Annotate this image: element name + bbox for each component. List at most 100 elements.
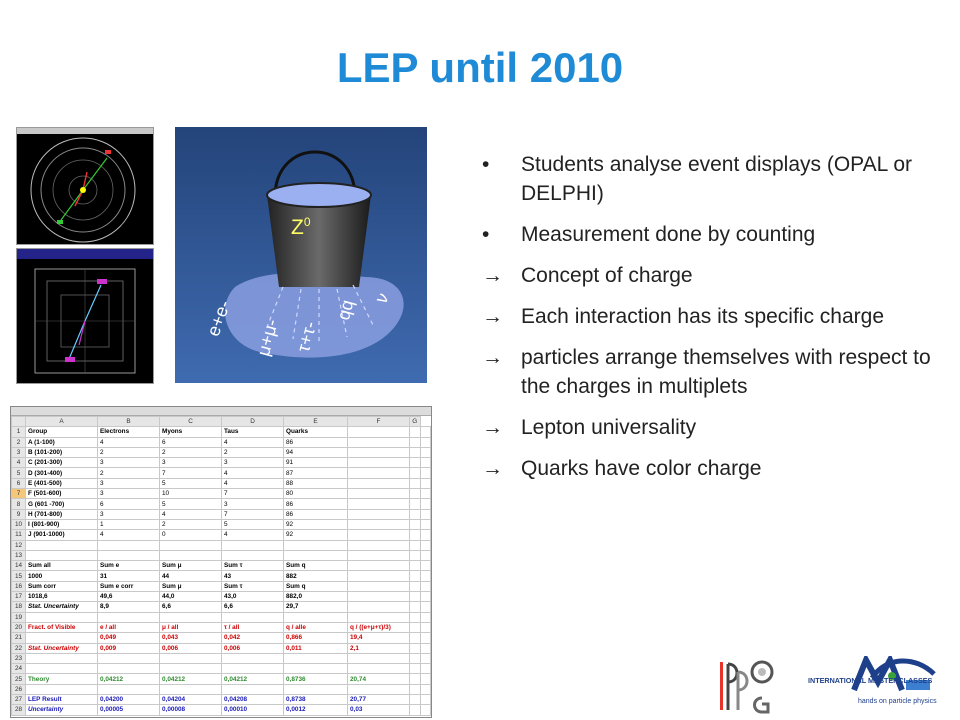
table-cell[interactable] [409,529,421,541]
table-cell[interactable]: μ / all [159,621,222,634]
table-cell[interactable]: 0,04200 [97,694,160,706]
table-cell[interactable] [283,549,348,562]
table-cell[interactable]: 20,77 [347,694,410,706]
table-cell[interactable]: 44 [159,570,222,582]
table-cell[interactable] [409,498,421,510]
table-cell[interactable] [347,518,410,531]
table-cell[interactable] [347,529,410,541]
table-cell[interactable]: Sum q [283,580,348,593]
table-cell[interactable] [25,611,98,623]
row-number[interactable]: 2 [11,436,26,448]
table-cell[interactable] [283,683,348,696]
table-cell[interactable] [419,632,431,644]
table-cell[interactable] [419,611,431,623]
row-number[interactable]: 19 [11,611,26,623]
table-cell[interactable]: A (1-100) [25,436,98,448]
table-cell[interactable]: 3 [221,457,284,469]
table-cell[interactable] [419,673,431,685]
row-number[interactable]: 11 [11,529,26,541]
table-cell[interactable]: 86 [283,508,348,520]
table-cell[interactable] [419,601,431,613]
table-cell[interactable] [419,457,431,469]
table-cell[interactable]: 2 [159,518,222,531]
column-header[interactable]: F [347,415,410,428]
table-cell[interactable]: 0 [159,529,222,541]
table-cell[interactable]: 7 [159,467,222,479]
table-cell[interactable] [419,436,431,448]
table-cell[interactable]: Uncertainty [25,704,98,716]
table-cell[interactable] [409,683,421,696]
table-cell[interactable]: 0,03 [347,704,410,716]
table-cell[interactable] [347,570,410,582]
table-cell[interactable] [347,580,410,593]
table-cell[interactable]: Taus [221,426,284,438]
table-cell[interactable]: 4 [97,436,160,448]
table-cell[interactable]: F (501-600) [25,488,98,500]
row-number[interactable]: 22 [11,642,26,654]
table-cell[interactable]: 1018,6 [25,591,98,603]
table-cell[interactable]: 5 [159,498,222,510]
table-cell[interactable]: 3 [159,457,222,469]
table-cell[interactable] [347,549,410,562]
table-cell[interactable] [347,436,410,448]
table-cell[interactable] [419,549,431,562]
table-cell[interactable] [419,694,431,706]
table-cell[interactable]: 10 [159,488,222,500]
table-cell[interactable]: Theory [25,673,98,685]
table-cell[interactable]: Sum all [25,560,98,572]
table-cell[interactable] [409,457,421,469]
table-cell[interactable]: 4 [221,467,284,479]
table-cell[interactable]: LEP Result [25,694,98,706]
table-cell[interactable]: 6,6 [159,601,222,613]
table-cell[interactable]: H (701-800) [25,508,98,520]
table-cell[interactable] [419,560,431,572]
table-cell[interactable]: 0,0012 [283,704,348,716]
table-cell[interactable] [409,601,421,613]
table-cell[interactable] [409,611,421,623]
row-number[interactable]: 7 [11,488,26,500]
table-cell[interactable]: 86 [283,436,348,448]
table-cell[interactable] [25,663,98,675]
table-cell[interactable] [409,591,421,603]
table-cell[interactable]: 92 [283,518,348,531]
row-number[interactable]: 24 [11,663,26,675]
row-number[interactable]: 1 [11,426,26,438]
table-cell[interactable] [97,663,160,675]
table-cell[interactable]: 19,4 [347,632,410,644]
table-cell[interactable] [409,704,421,716]
table-cell[interactable]: 0,00010 [221,704,284,716]
table-cell[interactable]: G (601 -700) [25,498,98,510]
table-cell[interactable] [409,694,421,706]
table-cell[interactable] [221,549,284,562]
row-number[interactable]: 26 [11,683,26,696]
table-cell[interactable]: 43,0 [221,591,284,603]
table-cell[interactable] [419,477,431,490]
table-cell[interactable]: B (101-200) [25,446,98,459]
table-cell[interactable]: 0,866 [283,632,348,644]
table-cell[interactable]: 0,04212 [159,673,222,685]
row-number[interactable]: 18 [11,601,26,613]
row-number[interactable]: 23 [11,652,26,665]
table-cell[interactable]: 0,006 [221,642,284,654]
table-cell[interactable] [347,611,410,623]
table-cell[interactable] [419,508,431,520]
table-cell[interactable] [283,539,348,551]
table-cell[interactable] [409,467,421,479]
table-cell[interactable]: D (301-400) [25,467,98,479]
table-cell[interactable]: e / all [97,621,160,634]
table-cell[interactable]: 43 [221,570,284,582]
table-cell[interactable]: 2 [97,467,160,479]
column-header[interactable]: E [283,415,348,428]
table-cell[interactable] [159,549,222,562]
table-cell[interactable] [409,426,421,438]
row-number[interactable]: 20 [11,621,26,634]
table-cell[interactable] [97,539,160,551]
table-cell[interactable]: 86 [283,498,348,510]
table-cell[interactable]: Electrons [97,426,160,438]
table-cell[interactable]: 5 [221,518,284,531]
row-number[interactable]: 4 [11,457,26,469]
table-cell[interactable]: 882 [283,570,348,582]
table-cell[interactable] [409,446,421,459]
table-cell[interactable] [419,570,431,582]
table-cell[interactable] [159,539,222,551]
